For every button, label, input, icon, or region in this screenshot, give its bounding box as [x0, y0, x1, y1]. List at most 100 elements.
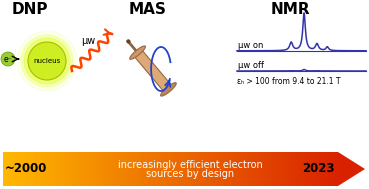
Bar: [117, 152, 118, 186]
Polygon shape: [338, 152, 365, 186]
Bar: [145, 152, 146, 186]
Bar: [154, 152, 155, 186]
Bar: [204, 152, 205, 186]
Bar: [97, 152, 98, 186]
Bar: [213, 152, 214, 186]
Bar: [38, 152, 39, 186]
Bar: [337, 152, 338, 186]
Bar: [330, 152, 331, 186]
Bar: [266, 152, 268, 186]
Bar: [140, 152, 141, 186]
Bar: [15, 152, 16, 186]
Bar: [325, 152, 326, 186]
Bar: [124, 152, 125, 186]
Bar: [202, 152, 203, 186]
Bar: [276, 152, 277, 186]
Bar: [28, 152, 29, 186]
Bar: [68, 152, 69, 186]
Bar: [180, 152, 182, 186]
Bar: [113, 152, 114, 186]
Bar: [100, 152, 101, 186]
Bar: [259, 152, 260, 186]
Bar: [70, 152, 71, 186]
Bar: [298, 152, 299, 186]
Bar: [245, 152, 246, 186]
Bar: [300, 152, 301, 186]
Bar: [319, 152, 320, 186]
Bar: [223, 152, 224, 186]
Text: ~2000: ~2000: [5, 163, 47, 176]
Bar: [312, 152, 313, 186]
Bar: [289, 152, 290, 186]
Bar: [159, 152, 161, 186]
Bar: [297, 152, 298, 186]
Bar: [110, 152, 111, 186]
Bar: [80, 152, 81, 186]
Bar: [125, 152, 126, 186]
Bar: [16, 152, 17, 186]
Bar: [206, 152, 207, 186]
Bar: [293, 152, 294, 186]
Bar: [45, 152, 46, 186]
Bar: [157, 152, 158, 186]
Bar: [51, 152, 52, 186]
Bar: [283, 152, 284, 186]
Bar: [101, 152, 102, 186]
Bar: [296, 152, 297, 186]
Bar: [311, 152, 312, 186]
Bar: [244, 152, 245, 186]
Bar: [89, 152, 90, 186]
Bar: [42, 152, 43, 186]
Bar: [307, 152, 308, 186]
Bar: [280, 152, 281, 186]
Bar: [161, 152, 162, 186]
Text: NMR: NMR: [270, 2, 310, 16]
Bar: [40, 152, 41, 186]
Bar: [118, 152, 119, 186]
Bar: [59, 152, 60, 186]
Text: nucleus: nucleus: [33, 58, 61, 64]
Bar: [6, 152, 7, 186]
Bar: [291, 152, 292, 186]
Bar: [174, 152, 175, 186]
Bar: [25, 152, 27, 186]
Bar: [55, 152, 56, 186]
Bar: [114, 152, 115, 186]
Bar: [170, 152, 172, 186]
Bar: [287, 152, 288, 186]
Bar: [137, 152, 138, 186]
Bar: [132, 152, 134, 186]
Bar: [242, 152, 243, 186]
Bar: [270, 152, 271, 186]
Bar: [256, 152, 258, 186]
Bar: [197, 152, 199, 186]
Bar: [31, 152, 32, 186]
Bar: [7, 152, 8, 186]
Bar: [37, 152, 38, 186]
Bar: [138, 152, 139, 186]
Bar: [258, 152, 259, 186]
Bar: [75, 152, 76, 186]
Bar: [88, 152, 89, 186]
Bar: [199, 152, 200, 186]
Bar: [231, 152, 232, 186]
Bar: [262, 152, 263, 186]
Bar: [46, 152, 48, 186]
Bar: [115, 152, 116, 186]
Bar: [172, 152, 173, 186]
Bar: [106, 152, 107, 186]
Bar: [290, 152, 291, 186]
Bar: [268, 152, 269, 186]
Bar: [107, 152, 108, 186]
Bar: [52, 152, 53, 186]
Bar: [191, 152, 192, 186]
Bar: [265, 152, 266, 186]
Bar: [136, 152, 137, 186]
Bar: [44, 152, 45, 186]
Bar: [65, 152, 66, 186]
Bar: [21, 152, 22, 186]
Bar: [54, 152, 55, 186]
Bar: [193, 152, 194, 186]
Bar: [272, 152, 273, 186]
Bar: [302, 152, 303, 186]
